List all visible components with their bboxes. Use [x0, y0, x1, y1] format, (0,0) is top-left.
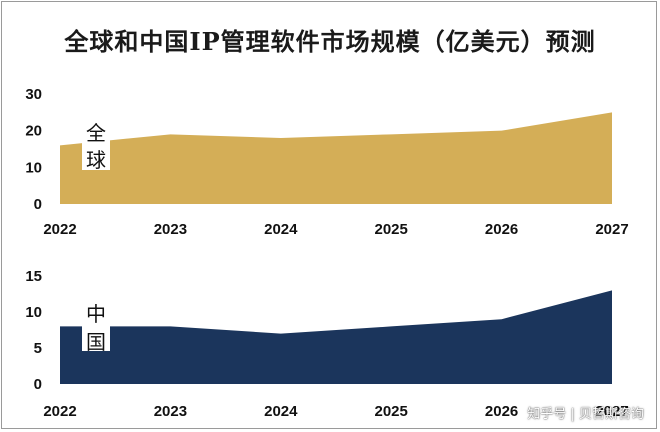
watermark: 知乎号 | 贝哲斯咨询: [527, 407, 644, 422]
x-tick-label-1-1: 2023: [154, 403, 187, 420]
area-series-1: [60, 290, 612, 384]
x-tick-label-0-0: 2022: [43, 221, 76, 238]
y-tick-label-0-1: 10: [25, 159, 42, 176]
y-tick-label-0-3: 30: [25, 86, 42, 103]
x-tick-label-1-4: 2026: [485, 403, 518, 420]
series-label-char-0-0: 全: [86, 121, 106, 145]
series-label-char-0-1: 球: [86, 148, 106, 172]
y-tick-label-1-0: 0: [34, 376, 42, 393]
x-tick-label-1-3: 2025: [375, 403, 408, 420]
area-series-0: [60, 112, 612, 204]
series-label-char-1-1: 国: [86, 330, 106, 354]
x-tick-label-1-0: 2022: [43, 403, 76, 420]
x-tick-label-0-4: 2026: [485, 221, 518, 238]
y-tick-label-1-3: 15: [25, 268, 42, 285]
y-tick-label-1-1: 5: [34, 340, 42, 357]
x-tick-label-0-2: 2024: [264, 221, 298, 238]
x-tick-label-0-1: 2023: [154, 221, 187, 238]
series-label-char-1-0: 中: [86, 302, 106, 326]
chart-title: 全球和中国IP管理软件市场规模（亿美元）预测: [64, 27, 596, 56]
x-tick-label-1-5: 2027: [595, 403, 628, 420]
y-tick-label-1-2: 10: [25, 304, 42, 321]
x-tick-label-0-5: 2027: [595, 221, 628, 238]
x-tick-label-0-3: 2025: [375, 221, 408, 238]
x-tick-label-1-2: 2024: [264, 403, 298, 420]
series-label-box-1: [82, 294, 110, 351]
y-tick-label-0-0: 0: [34, 196, 42, 213]
series-label-box-0: [82, 113, 110, 170]
y-tick-label-0-2: 20: [25, 123, 42, 140]
